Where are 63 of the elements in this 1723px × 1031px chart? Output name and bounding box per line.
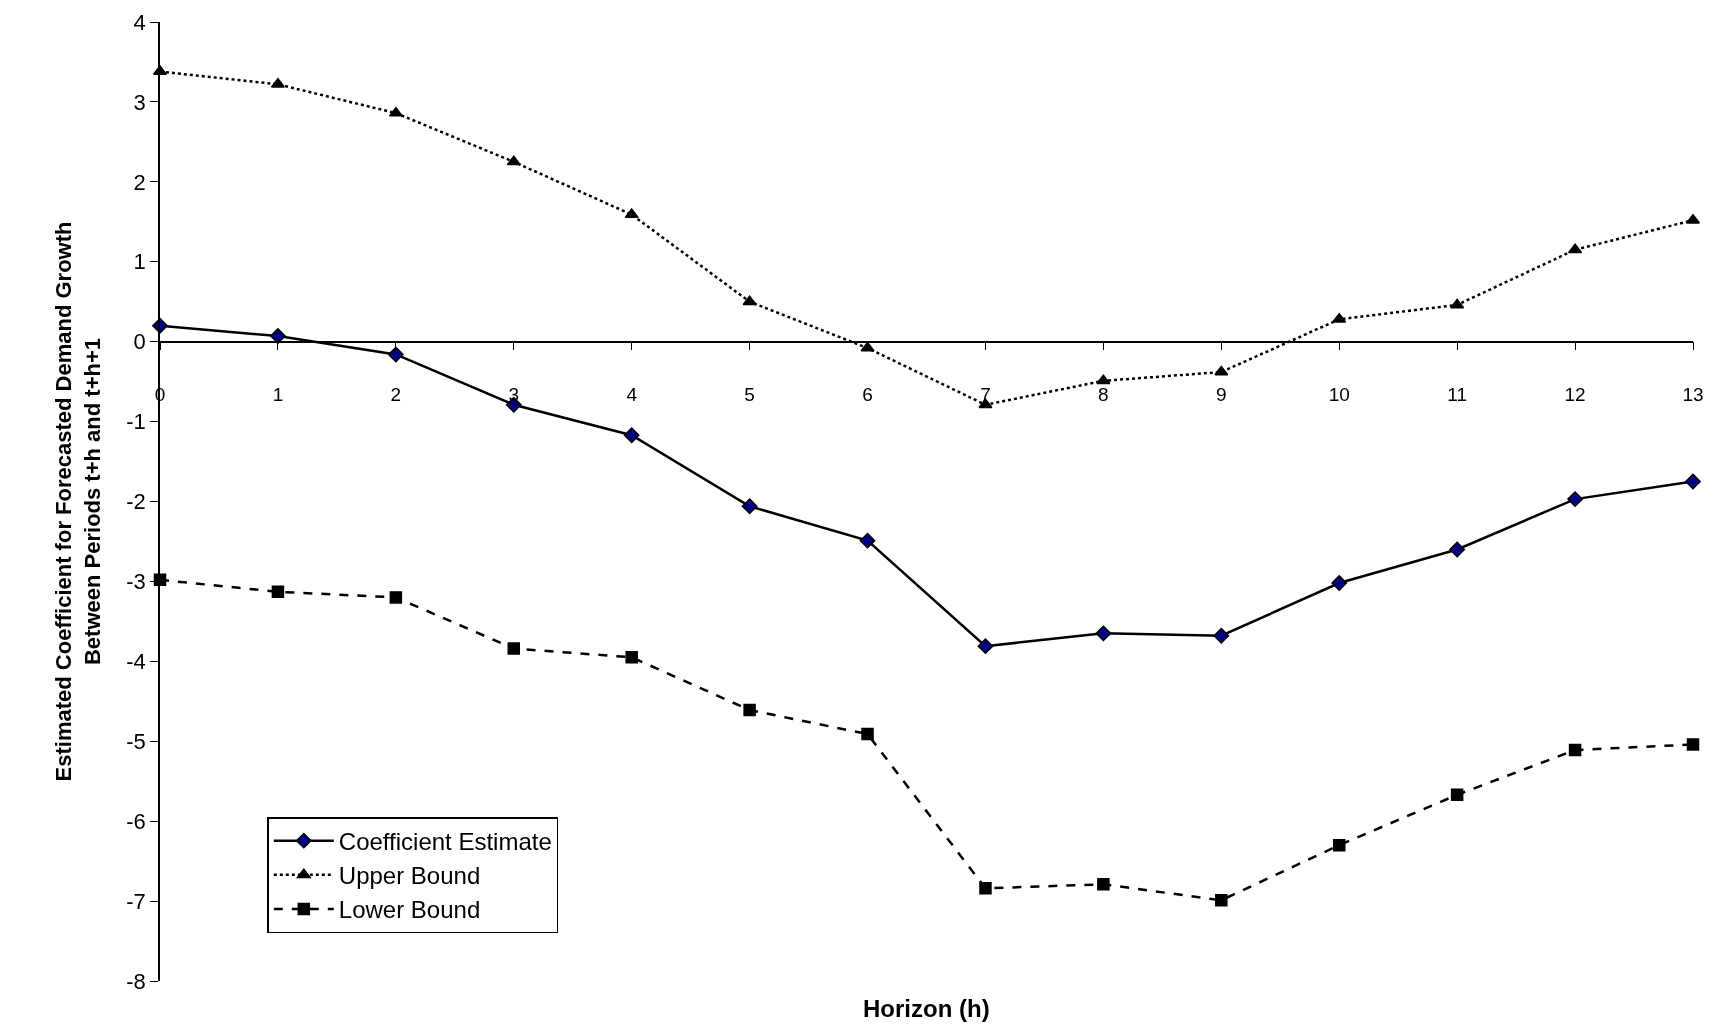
- legend-label: Upper Bound: [338, 862, 481, 890]
- point: [388, 106, 403, 117]
- point: [1685, 473, 1701, 490]
- point: [1450, 298, 1465, 309]
- y-tick-label: -1: [126, 409, 146, 435]
- x-tick-label: 8: [1098, 384, 1109, 406]
- y-tick-label: 3: [133, 89, 146, 115]
- legend-label: Lower Bound: [338, 896, 481, 924]
- y-tick-label: 4: [133, 9, 146, 35]
- point: [507, 642, 521, 655]
- x-tick-label: 7: [980, 384, 991, 406]
- y-tick-label: -8: [126, 968, 146, 994]
- point: [1096, 374, 1111, 385]
- x-tick-label: 6: [862, 384, 873, 406]
- point: [1332, 838, 1346, 852]
- point: [1567, 491, 1583, 507]
- y-tick-label: -3: [126, 569, 146, 595]
- y-tick-label: -2: [126, 489, 146, 515]
- y-tick-label: -6: [126, 808, 146, 834]
- x-axis-title: Horizon (h): [863, 995, 990, 1022]
- point: [623, 427, 640, 444]
- point: [861, 727, 874, 741]
- point: [270, 328, 286, 344]
- point: [1568, 743, 1582, 757]
- point: [506, 155, 521, 166]
- point: [1331, 575, 1348, 591]
- legend-label: Coefficient Estimate: [338, 828, 552, 856]
- x-tick-label: 10: [1328, 384, 1350, 406]
- point: [741, 498, 758, 515]
- x-tick-label: 4: [626, 384, 638, 406]
- x-tick-label: 5: [744, 384, 755, 406]
- y-axis-title: Estimated Coefficient for Forecasted Demand Growth Between Periods t+h and t+h+1: [50, 221, 105, 782]
- point: [1097, 878, 1110, 891]
- x-tick-label: 12: [1564, 384, 1586, 406]
- x-tick-label: 2: [390, 384, 402, 406]
- x-tick-label: 1: [272, 384, 284, 406]
- point: [1449, 541, 1466, 558]
- y-tick-label: 1: [133, 249, 146, 275]
- point: [387, 346, 404, 363]
- point: [979, 882, 992, 895]
- point: [1686, 738, 1700, 751]
- point: [271, 585, 285, 599]
- y-tick-label: -7: [126, 888, 146, 914]
- point: [742, 295, 757, 306]
- point: [1450, 788, 1464, 802]
- point: [1215, 894, 1228, 907]
- point: [625, 651, 638, 664]
- point: [1214, 365, 1229, 376]
- x-tick-label: 13: [1682, 384, 1704, 406]
- point: [860, 341, 875, 352]
- point: [389, 591, 403, 604]
- point: [859, 532, 876, 549]
- point: [743, 703, 756, 717]
- x-tick-label: 11: [1447, 384, 1468, 406]
- y-tick-label: -4: [126, 649, 146, 675]
- y-tick-label: 2: [133, 169, 146, 195]
- point: [1213, 627, 1230, 644]
- y-tick-label: 0: [133, 329, 146, 355]
- x-tick-label: 9: [1216, 384, 1227, 406]
- point: [977, 638, 994, 655]
- point: [1095, 625, 1112, 642]
- y-tick-label: -5: [126, 728, 146, 754]
- point: [624, 208, 639, 219]
